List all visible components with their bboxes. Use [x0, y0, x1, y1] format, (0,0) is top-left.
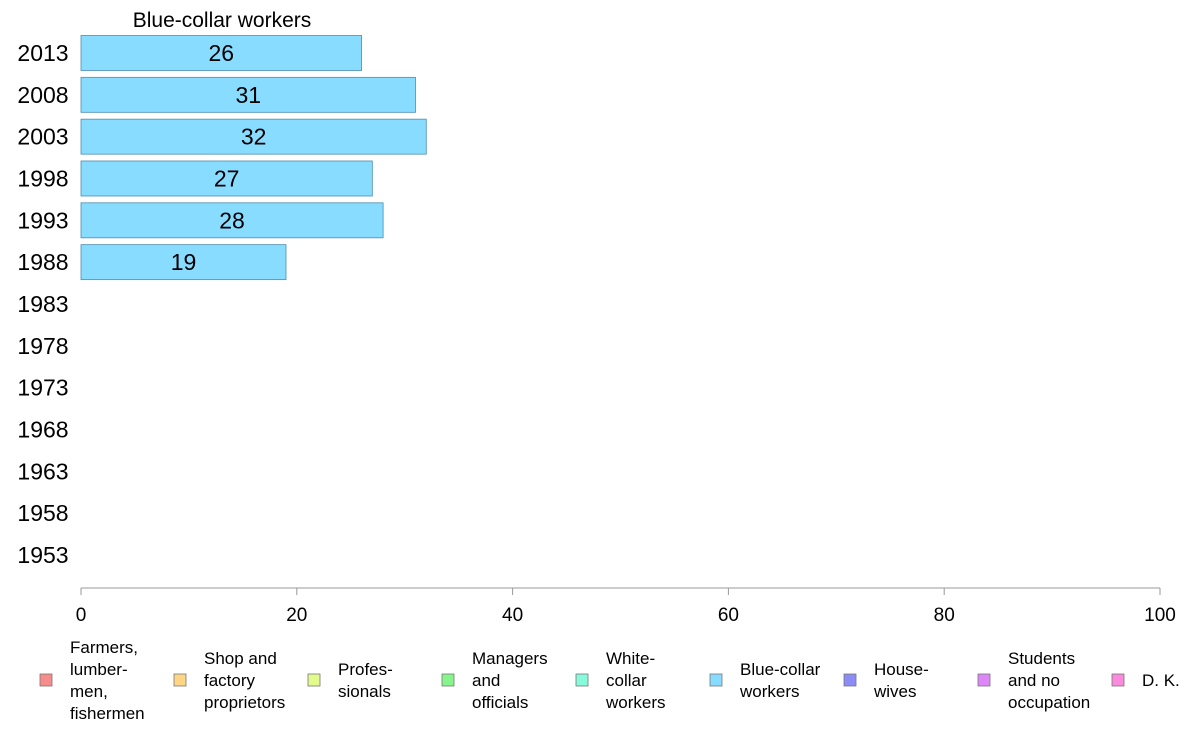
bar [80, 118, 427, 155]
x-tick-label: 0 [76, 605, 87, 626]
bar-data-label: 26 [208, 40, 234, 66]
legend-swatch [173, 673, 187, 687]
bar [80, 35, 362, 71]
legend-item: D. K. [1111, 671, 1180, 690]
y-tick-label: 1978 [17, 333, 68, 359]
bar [80, 244, 287, 281]
y-tick-label: 1988 [17, 249, 68, 275]
bar-data-label: 31 [235, 82, 261, 108]
bar [80, 76, 416, 113]
legend-label: Farmers, lumber-men, fishermen [70, 638, 145, 723]
y-tick-label: 1973 [17, 375, 68, 401]
legend-item: Profes-sionals [307, 660, 393, 701]
y-tick-label: 1983 [17, 291, 68, 317]
y-tick-label: 2003 [17, 124, 68, 150]
y-tick-label: 1993 [17, 207, 68, 233]
y-tick-label: 2013 [17, 40, 68, 66]
legend-label: Blue-collar workers [739, 660, 821, 701]
legend-item: Farmers, lumber-men, fishermen [39, 638, 145, 723]
legend-label: House-wives [873, 660, 929, 701]
bar-data-label: 19 [171, 249, 197, 275]
bar [80, 202, 384, 239]
chart-title: Blue-collar workers [133, 9, 312, 32]
legend-label: Profes-sionals [338, 660, 393, 701]
x-tick-label: 40 [502, 605, 523, 626]
legend-label: Shop and factory proprietors [204, 649, 285, 712]
legend: Farmers, lumber-men, fishermen Shop and fact… [39, 638, 1180, 723]
x-axis: 0 20 40 60 80 100 [76, 587, 1176, 626]
y-axis-labels: 2013 2008 2003 1998 1993 1988 1983 1978 1973 1968… [17, 40, 68, 568]
bar-data-label: 27 [214, 165, 240, 191]
legend-label: White-collar workers [605, 649, 666, 712]
x-tick-label: 20 [286, 605, 307, 626]
x-tick-label: 100 [1144, 605, 1176, 626]
legend-swatch [709, 673, 723, 687]
bar-data-label: 28 [219, 207, 245, 233]
legend-swatch [1111, 673, 1125, 687]
legend-swatch [843, 673, 857, 687]
y-tick-label: 1998 [17, 165, 68, 191]
y-tick-label: 1963 [17, 458, 68, 484]
legend-swatch [307, 673, 321, 687]
legend-label: Managers and officials [472, 649, 548, 712]
bar [80, 160, 373, 197]
x-tick-label: 60 [718, 605, 739, 626]
x-tick-label: 80 [934, 605, 955, 626]
bar-data-label: 32 [241, 124, 267, 150]
legend-swatch [575, 673, 589, 687]
legend-label: D. K. [1142, 671, 1180, 690]
legend-item: Students and no occupation [977, 649, 1090, 712]
legend-item: White-collar workers [575, 649, 666, 712]
legend-item: Managers and officials [441, 649, 548, 712]
y-tick-label: 2008 [17, 82, 68, 108]
y-tick-label: 1958 [17, 500, 68, 526]
legend-label: Students and no occupation [1008, 649, 1090, 712]
legend-swatch [441, 673, 455, 687]
legend-item: House-wives [843, 660, 929, 701]
legend-swatch [39, 673, 53, 687]
legend-item: Shop and factory proprietors [173, 649, 285, 712]
y-tick-label: 1968 [17, 416, 68, 442]
y-tick-label: 1953 [17, 542, 68, 568]
legend-swatch [977, 673, 991, 687]
legend-item: Blue-collar workers [709, 660, 821, 701]
